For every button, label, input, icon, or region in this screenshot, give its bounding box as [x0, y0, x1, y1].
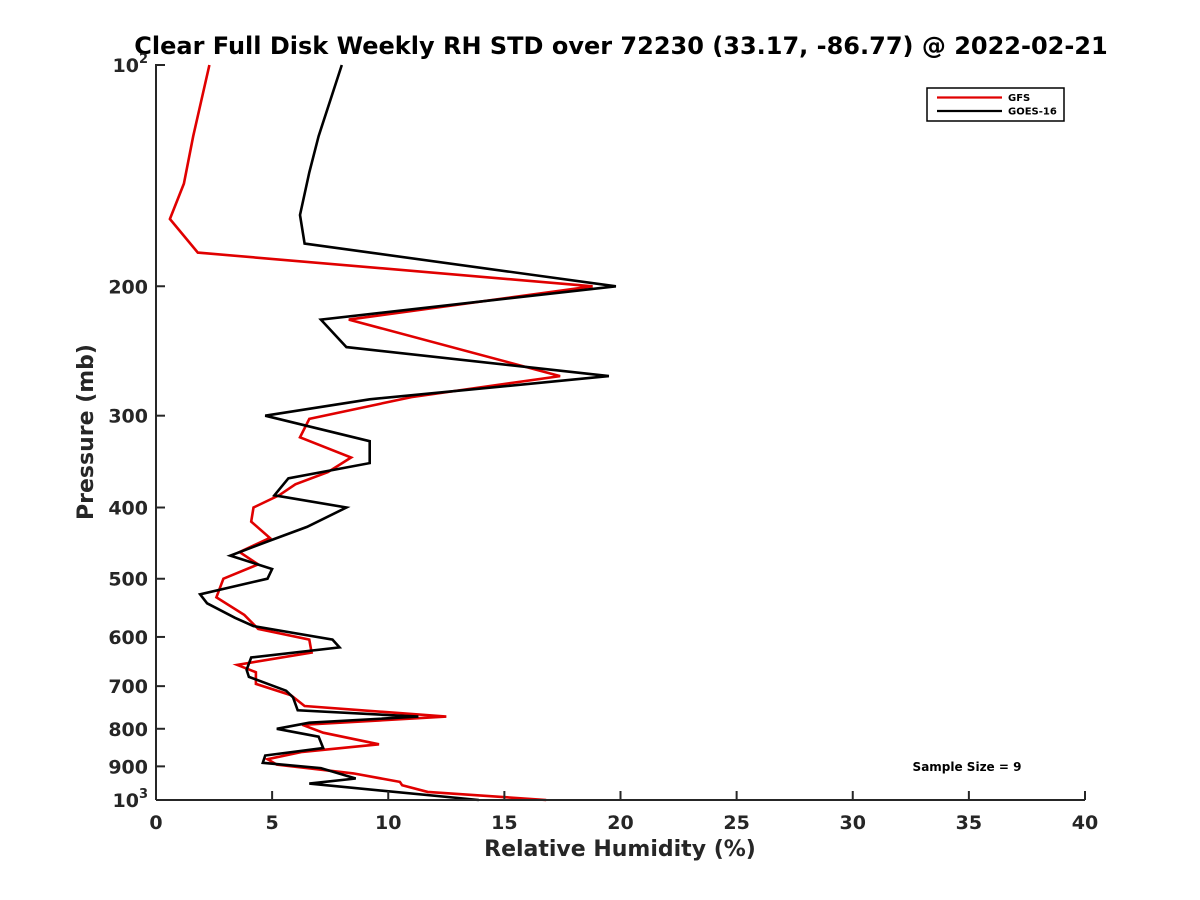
- y-tick-label: 900: [108, 756, 148, 778]
- sample-size-annotation: Sample Size = 9: [913, 760, 1022, 774]
- series-line-goes16: [197, 64, 617, 802]
- x-tick-label: 15: [491, 812, 517, 834]
- y-tick-label: 200: [108, 276, 148, 298]
- x-tick-label: 35: [956, 812, 982, 834]
- x-axis-label: Relative Humidity (%): [484, 837, 756, 862]
- x-tick-label: 0: [149, 812, 162, 834]
- y-axis-label: Pressure (mb): [74, 344, 99, 520]
- legend: GFS GOES-16: [926, 87, 1065, 122]
- x-tick-label: 10: [375, 812, 401, 834]
- x-ticks: 0 5 10 15 20 25 30 35 40: [149, 791, 1098, 834]
- y-tick-label: 500: [108, 569, 148, 591]
- y-tick-label: 300: [108, 406, 148, 428]
- y-tick-label: 400: [108, 498, 148, 520]
- y-tick-label: 800: [108, 719, 148, 741]
- x-tick-label: 20: [607, 812, 633, 834]
- legend-box: [926, 87, 1065, 122]
- y-tick-label: 600: [108, 627, 148, 649]
- x-tick-label: 5: [266, 812, 279, 834]
- y-tick-label: 700: [108, 676, 148, 698]
- x-tick-label: 25: [723, 812, 749, 834]
- legend-label-gfs: GFS: [1008, 93, 1030, 104]
- chart-title: Clear Full Disk Weekly RH STD over 72230…: [134, 32, 1107, 60]
- x-tick-label: 40: [1072, 812, 1098, 834]
- x-tick-label: 30: [840, 812, 866, 834]
- series-layer: [168, 64, 617, 802]
- legend-label-goes16: GOES-16: [1008, 107, 1057, 118]
